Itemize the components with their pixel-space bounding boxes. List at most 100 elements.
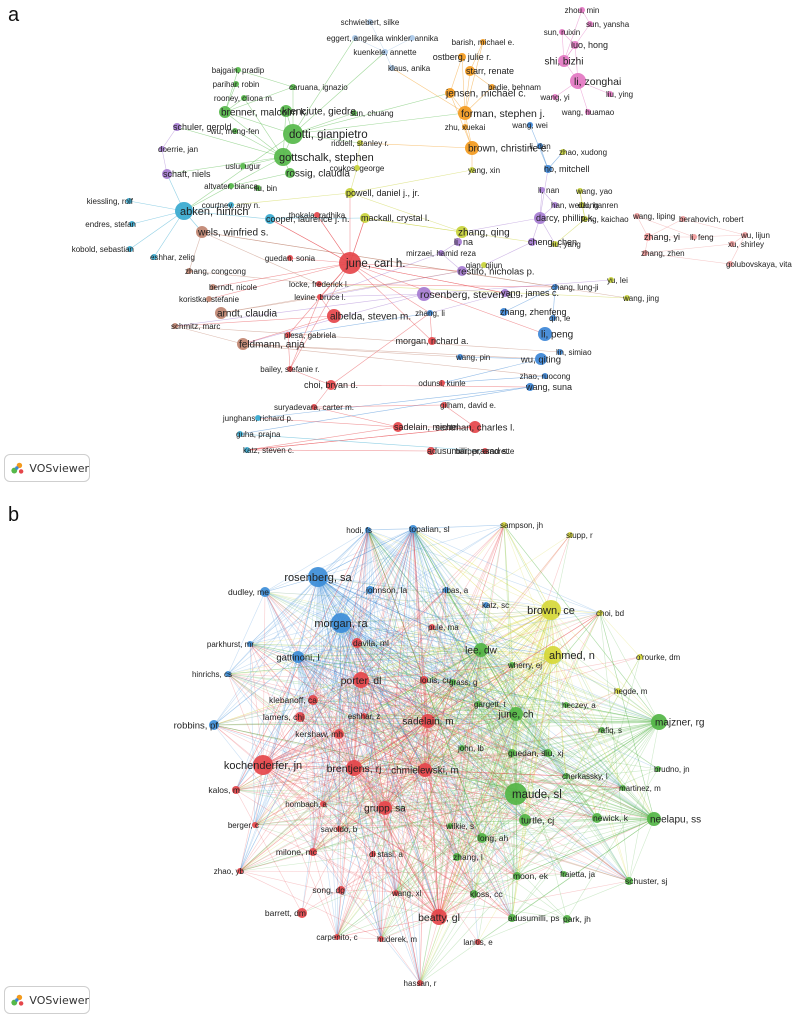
- edge: [227, 656, 299, 675]
- edge: [338, 733, 386, 809]
- node-label: luo, hong: [571, 40, 608, 50]
- edge: [183, 210, 271, 220]
- node-label: brown, christine e.: [468, 144, 549, 155]
- edge: [340, 622, 660, 723]
- edge: [312, 642, 358, 853]
- network-node: [320, 801, 326, 807]
- edge: [503, 524, 552, 611]
- edge: [380, 703, 479, 940]
- edge: [317, 576, 382, 940]
- network-node: [382, 49, 388, 55]
- edge: [174, 315, 335, 327]
- edge: [395, 609, 552, 894]
- edge: [511, 752, 655, 820]
- network-node: [357, 140, 363, 146]
- edge: [356, 642, 429, 722]
- network-node: [172, 323, 178, 329]
- edge: [254, 529, 369, 826]
- edge: [423, 679, 660, 723]
- edge: [297, 656, 340, 830]
- edge: [264, 591, 429, 722]
- node-label: ostberg, julie r.: [433, 52, 492, 62]
- edge: [384, 37, 413, 53]
- edge: [424, 612, 601, 771]
- edge: [516, 721, 660, 877]
- edge: [424, 609, 552, 771]
- node-label: adusumilli, ps: [508, 913, 560, 923]
- edge: [360, 679, 440, 918]
- node-label: brenner, malcolm k.: [221, 108, 308, 119]
- edge: [456, 649, 482, 858]
- edge: [412, 528, 517, 715]
- edge: [330, 384, 531, 388]
- edge: [249, 529, 369, 645]
- edge: [336, 654, 554, 938]
- node-label: eshhar, zelig: [150, 253, 195, 262]
- edge: [353, 767, 655, 820]
- edge: [338, 654, 554, 735]
- edge: [254, 721, 660, 826]
- edge: [317, 576, 482, 651]
- edge: [539, 168, 549, 219]
- edge: [461, 56, 466, 114]
- edge: [336, 649, 482, 938]
- network-node: [651, 714, 667, 730]
- edge: [336, 720, 429, 938]
- edge: [515, 609, 552, 715]
- edge: [480, 649, 549, 754]
- edge: [456, 768, 659, 858]
- network-node: [500, 308, 508, 316]
- edge: [360, 649, 482, 681]
- edge: [336, 528, 414, 938]
- edge: [336, 720, 429, 938]
- edge: [552, 654, 567, 777]
- edge: [384, 528, 414, 809]
- edge: [456, 818, 655, 858]
- node-label: carpenito, c: [316, 933, 357, 942]
- node-label: zhao, yb: [214, 867, 245, 876]
- edge: [395, 892, 568, 920]
- node-label: dai, hanren: [578, 201, 618, 210]
- network-node: [370, 851, 376, 857]
- edge: [424, 524, 505, 771]
- node-label: wang, xl: [391, 889, 422, 898]
- edge: [264, 591, 397, 894]
- edge: [213, 724, 517, 795]
- node-label: hinrichs, cs: [192, 670, 232, 679]
- edge: [312, 769, 426, 853]
- edge: [249, 528, 414, 645]
- edge: [213, 721, 660, 726]
- edge: [353, 713, 517, 769]
- edge: [424, 524, 505, 771]
- edge: [384, 807, 513, 919]
- edge: [395, 752, 549, 894]
- edge: [317, 576, 517, 715]
- edge: [622, 787, 655, 820]
- node-label: lee, dw: [465, 646, 497, 657]
- edge: [503, 524, 517, 715]
- network-node: [599, 727, 605, 733]
- node-label: li, na: [454, 237, 473, 247]
- node-label: long, ah: [478, 833, 509, 843]
- edge: [340, 622, 458, 858]
- edge: [353, 767, 526, 821]
- node-label: hassan, r: [404, 979, 437, 988]
- edge: [353, 767, 382, 940]
- node-label: uslu, ugur: [225, 162, 260, 171]
- network-node: [352, 35, 358, 41]
- edge: [340, 622, 355, 769]
- network-node: [409, 525, 417, 533]
- node-label: yu, lei: [607, 276, 628, 285]
- node-label: chmielewski, m: [391, 766, 459, 777]
- node-label: johnson, la: [365, 585, 407, 595]
- edge: [340, 529, 369, 624]
- edge: [235, 649, 482, 791]
- edge: [424, 703, 479, 771]
- network-node: [501, 289, 509, 297]
- network-node: [552, 202, 558, 208]
- edge: [353, 721, 660, 769]
- edge: [239, 818, 655, 872]
- edge: [424, 769, 624, 789]
- edge: [264, 591, 365, 717]
